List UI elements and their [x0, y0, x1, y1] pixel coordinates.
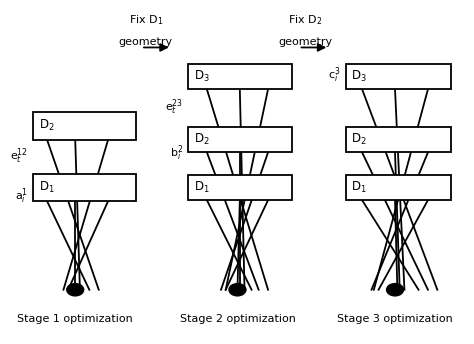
Text: b$_i^2$: b$_i^2$: [170, 143, 183, 163]
FancyBboxPatch shape: [33, 112, 137, 140]
Text: D$_1$: D$_1$: [351, 180, 367, 195]
Text: c$_i^3$: c$_i^3$: [328, 65, 341, 85]
FancyBboxPatch shape: [346, 174, 451, 200]
FancyBboxPatch shape: [33, 174, 137, 201]
FancyBboxPatch shape: [188, 174, 292, 200]
Circle shape: [229, 283, 246, 296]
FancyBboxPatch shape: [188, 127, 292, 152]
Text: D$_1$: D$_1$: [194, 180, 210, 195]
Text: D$_2$: D$_2$: [351, 132, 367, 147]
Text: Stage 1 optimization: Stage 1 optimization: [18, 314, 133, 324]
Text: geometry: geometry: [279, 37, 333, 47]
Text: geometry: geometry: [118, 37, 173, 47]
Circle shape: [67, 283, 84, 296]
Circle shape: [387, 283, 403, 296]
Text: a$_i^1$: a$_i^1$: [15, 186, 28, 206]
Text: D$_1$: D$_1$: [38, 180, 54, 195]
Text: Stage 3 optimization: Stage 3 optimization: [337, 314, 453, 324]
Text: D$_2$: D$_2$: [38, 118, 54, 133]
FancyBboxPatch shape: [346, 127, 451, 152]
Text: D$_2$: D$_2$: [194, 132, 210, 147]
Text: D$_3$: D$_3$: [194, 69, 210, 84]
FancyBboxPatch shape: [346, 64, 451, 89]
Text: Fix D$_2$: Fix D$_2$: [289, 13, 323, 27]
Text: Stage 2 optimization: Stage 2 optimization: [180, 314, 295, 324]
FancyBboxPatch shape: [188, 64, 292, 89]
Text: Fix D$_1$: Fix D$_1$: [128, 13, 163, 27]
Text: D$_3$: D$_3$: [351, 69, 367, 84]
Text: e$_t^{12}$: e$_t^{12}$: [10, 147, 28, 166]
Text: e$_t^{23}$: e$_t^{23}$: [165, 97, 183, 117]
